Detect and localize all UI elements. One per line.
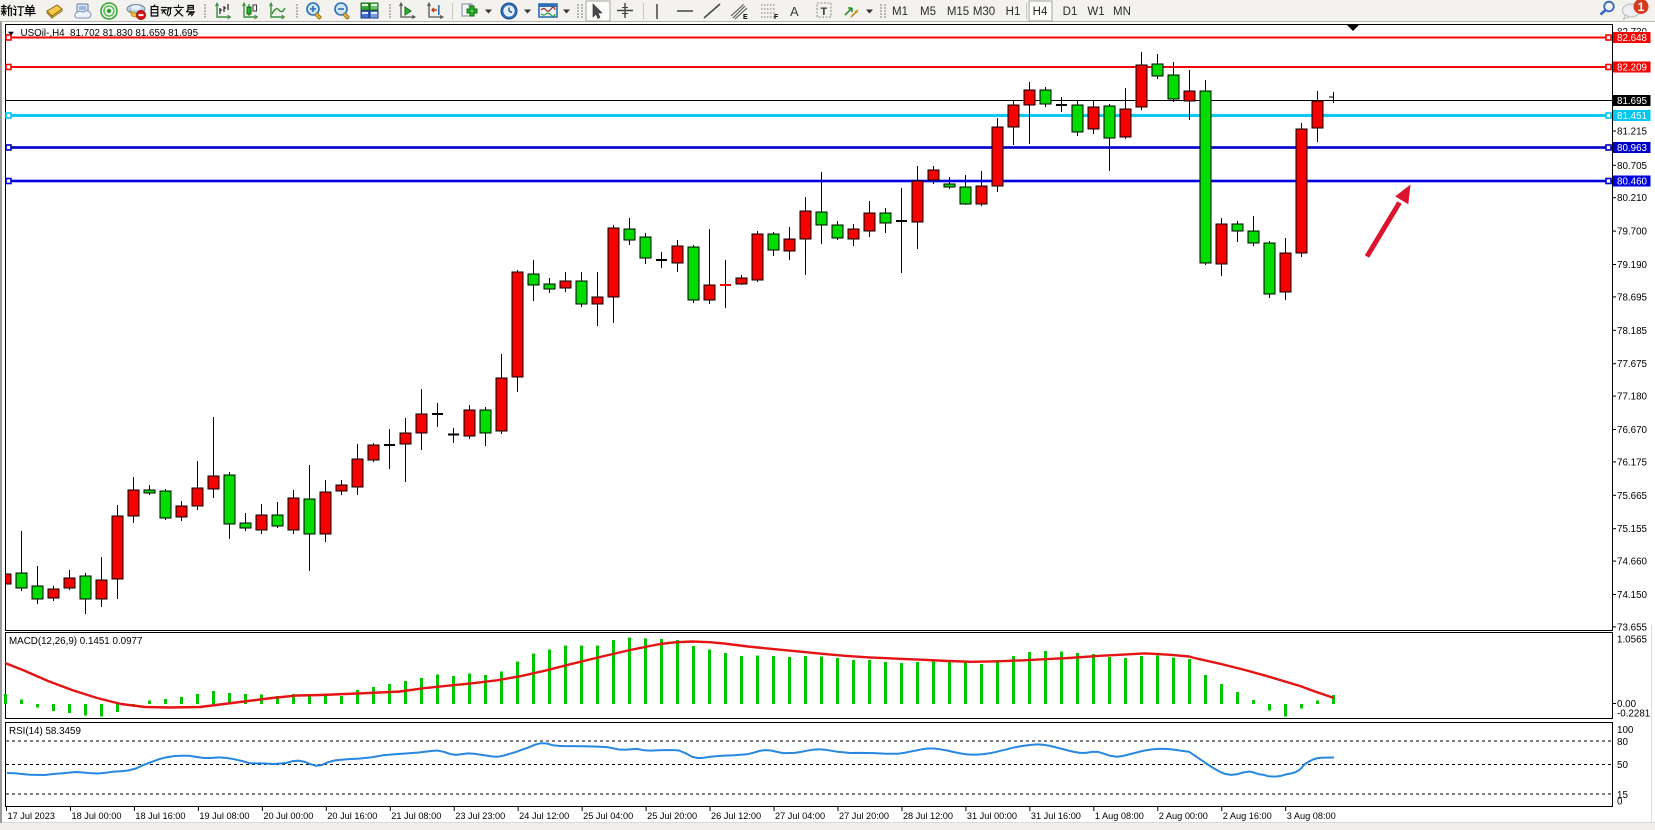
svg-text:D1: D1 [1063, 6, 1078, 18]
svg-text:26 Jul 12:00: 26 Jul 12:00 [711, 811, 761, 821]
svg-text:28 Jul 12:00: 28 Jul 12:00 [903, 811, 953, 821]
svg-text:E: E [743, 14, 748, 21]
svg-text:F: F [774, 14, 779, 21]
svg-text:23 Jul 23:00: 23 Jul 23:00 [455, 811, 505, 821]
svg-text:A: A [790, 4, 799, 19]
svg-text:80: 80 [1617, 737, 1628, 748]
svg-text:75.665: 75.665 [1617, 491, 1648, 502]
svg-text:20 Jul 00:00: 20 Jul 00:00 [263, 811, 313, 821]
svg-text:RSI(14) 58.3459: RSI(14) 58.3459 [9, 726, 81, 737]
svg-text:USOil-,H4 81.702 81.830 81.65: USOil-,H4 81.702 81.830 81.659 81.695 [21, 28, 199, 39]
svg-text:H1: H1 [1006, 6, 1021, 18]
svg-text:20 Jul 16:00: 20 Jul 16:00 [327, 811, 377, 821]
svg-text:79.700: 79.700 [1617, 227, 1648, 238]
svg-text:80.705: 80.705 [1617, 161, 1648, 172]
svg-text:24 Jul 12:00: 24 Jul 12:00 [519, 811, 569, 821]
svg-text:80.210: 80.210 [1617, 193, 1648, 204]
svg-text:H4: H4 [1033, 6, 1048, 18]
svg-text:82.209: 82.209 [1617, 63, 1647, 74]
svg-text:MACD(12,26,9) 0.1451 0.0977: MACD(12,26,9) 0.1451 0.0977 [9, 636, 142, 647]
svg-text:82.730: 82.730 [1617, 27, 1648, 38]
svg-text:100: 100 [1617, 725, 1634, 736]
svg-text:17 Jul 2023: 17 Jul 2023 [8, 811, 56, 821]
svg-text:0.00: 0.00 [1617, 699, 1637, 710]
svg-text:80.460: 80.460 [1617, 177, 1648, 188]
svg-text:2 Aug 00:00: 2 Aug 00:00 [1159, 811, 1208, 821]
svg-text:50: 50 [1617, 760, 1628, 771]
svg-text:0: 0 [1617, 796, 1623, 807]
svg-text:79.190: 79.190 [1617, 260, 1648, 271]
svg-text:75.155: 75.155 [1617, 524, 1648, 535]
svg-text:27 Jul 20:00: 27 Jul 20:00 [839, 811, 889, 821]
svg-text:1.0565: 1.0565 [1617, 635, 1648, 646]
svg-text:31 Jul 00:00: 31 Jul 00:00 [967, 811, 1017, 821]
svg-text:W1: W1 [1087, 6, 1104, 18]
svg-text:MN: MN [1113, 6, 1131, 18]
svg-text:19 Jul 08:00: 19 Jul 08:00 [199, 811, 249, 821]
svg-text:82.648: 82.648 [1617, 33, 1648, 44]
svg-text:25 Jul 20:00: 25 Jul 20:00 [647, 811, 697, 821]
svg-text:73.655: 73.655 [1617, 622, 1648, 633]
svg-text:74.150: 74.150 [1617, 590, 1648, 601]
svg-text:81.451: 81.451 [1617, 111, 1647, 122]
svg-text:T: T [821, 6, 828, 18]
svg-text:76.670: 76.670 [1617, 425, 1648, 436]
svg-text:81.215: 81.215 [1617, 127, 1648, 138]
svg-text:78.185: 78.185 [1617, 326, 1648, 337]
svg-text:M15: M15 [947, 6, 969, 18]
svg-text:25 Jul 04:00: 25 Jul 04:00 [583, 811, 633, 821]
svg-text:74.660: 74.660 [1617, 557, 1648, 568]
svg-text:76.175: 76.175 [1617, 457, 1648, 468]
svg-text:31 Jul 16:00: 31 Jul 16:00 [1031, 811, 1081, 821]
svg-text:M5: M5 [920, 6, 936, 18]
svg-text:1: 1 [1638, 0, 1645, 14]
svg-text:-0.2281: -0.2281 [1617, 709, 1650, 720]
svg-text:78.695: 78.695 [1617, 292, 1648, 303]
svg-text:2 Aug 16:00: 2 Aug 16:00 [1223, 811, 1272, 821]
svg-text:M30: M30 [973, 6, 995, 18]
svg-text:77.675: 77.675 [1617, 359, 1648, 370]
svg-text:81.695: 81.695 [1617, 96, 1648, 107]
svg-text:18 Jul 00:00: 18 Jul 00:00 [71, 811, 121, 821]
svg-text:18 Jul 16:00: 18 Jul 16:00 [135, 811, 185, 821]
svg-text:27 Jul 04:00: 27 Jul 04:00 [775, 811, 825, 821]
svg-text:21 Jul 08:00: 21 Jul 08:00 [391, 811, 441, 821]
svg-text:15: 15 [1617, 790, 1628, 801]
svg-text:3 Aug 08:00: 3 Aug 08:00 [1287, 811, 1336, 821]
svg-text:1 Aug 08:00: 1 Aug 08:00 [1095, 811, 1144, 821]
svg-text:77.180: 77.180 [1617, 392, 1648, 403]
svg-text:80.963: 80.963 [1617, 143, 1648, 154]
svg-text:M1: M1 [892, 6, 908, 18]
